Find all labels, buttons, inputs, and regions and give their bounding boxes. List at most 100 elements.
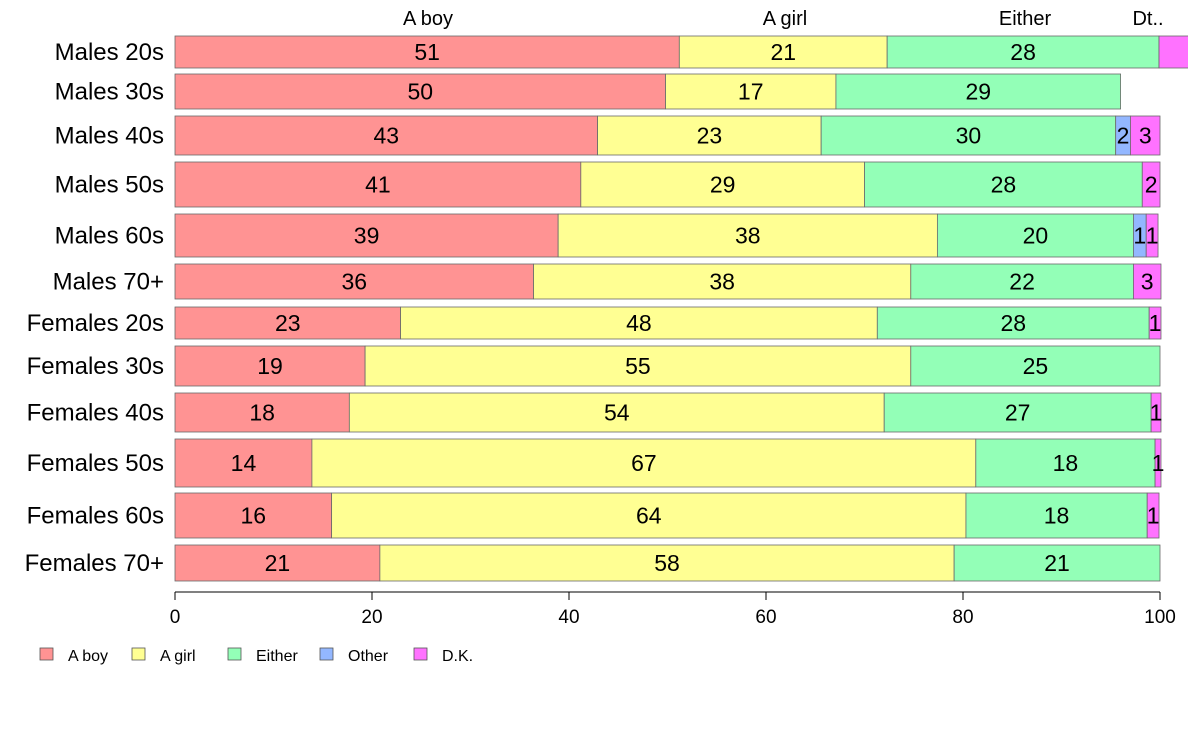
- bar-label-4-1: 38: [735, 223, 761, 249]
- bar-row-9: 14 67 18 1: [174, 438, 1165, 488]
- legend-swatch-1: [131, 647, 146, 661]
- bar-label-2-4: 3: [1139, 123, 1152, 149]
- legend-item-1: A girl: [131, 647, 196, 665]
- bar-row-10: 16 64 18 1: [174, 492, 1160, 539]
- row-label-10: Females 60s: [27, 503, 164, 530]
- bar-label-6-1: 48: [626, 310, 652, 336]
- bar-segment-either-5: [910, 263, 1134, 300]
- bar-label-2-2: 30: [956, 123, 982, 149]
- bar-segment-a-boy-7: [174, 345, 366, 387]
- x-axis: 0 20 40 60 80 100: [170, 591, 1176, 628]
- bar-segment-a-boy-8: [174, 392, 350, 433]
- bar-segment-d-k--3: [1141, 161, 1161, 208]
- bar-label-9-1: 67: [631, 450, 657, 476]
- bar-label-7-0: 19: [257, 353, 283, 379]
- top-label-2: Either: [999, 8, 1052, 30]
- bar-label-0-0: 51: [414, 39, 440, 65]
- bar-row-11: 21 58 21: [174, 544, 1161, 582]
- bar-segment-d-k--6: [1148, 306, 1162, 340]
- bar-segment-a-boy-2: [174, 115, 598, 156]
- bar-segment-a-boy-9: [174, 438, 313, 488]
- bar-label-4-4: 1: [1146, 223, 1159, 249]
- bar-segment-d-k--10: [1146, 492, 1160, 539]
- bar-label-9-2: 18: [1053, 450, 1079, 476]
- bar-segment-a-boy-1: [174, 73, 666, 110]
- bar-label-3-1: 29: [710, 172, 736, 198]
- legend-swatch-4: [413, 647, 428, 661]
- legend-item-3: Other: [319, 647, 389, 665]
- bar-label-2-1: 23: [697, 123, 723, 149]
- bar-segment-a-girl-10: [331, 492, 967, 539]
- bar-label-7-2: 25: [1023, 353, 1049, 379]
- x-tick-label-1: 20: [361, 607, 382, 628]
- legend-label-4: D.K.: [442, 648, 473, 665]
- row-label-6: Females 20s: [27, 310, 164, 337]
- bar-label-10-2: 18: [1044, 503, 1070, 529]
- bar-label-0-1: 21: [770, 39, 796, 65]
- bar-segment-d-k--0: [1158, 35, 1188, 69]
- bar-row-5: 36 38 22 3: [174, 263, 1162, 300]
- bar-segment-a-girl-9: [311, 438, 977, 488]
- bar-segment-either-0: [886, 35, 1160, 69]
- bar-label-11-1: 58: [654, 550, 680, 576]
- bar-segment-either-11: [953, 544, 1161, 582]
- bar-label-9-4: 1: [1152, 450, 1165, 476]
- bar-segment-d-k--5: [1133, 263, 1162, 300]
- bar-label-3-0: 41: [365, 172, 391, 198]
- bar-segment-a-girl-5: [533, 263, 912, 300]
- bar-segment-a-boy-10: [174, 492, 333, 539]
- x-tick-label-2: 40: [558, 607, 579, 628]
- bar-row-2: 43 23 30 2 3: [174, 115, 1161, 156]
- bar-row-1: 50 17 29: [174, 73, 1122, 110]
- legend-label-3: Other: [348, 648, 389, 665]
- bar-row-7: 19 55 25: [174, 345, 1161, 387]
- bar-row-3: 41 29 28 2: [174, 161, 1161, 208]
- bar-label-8-1: 54: [604, 400, 630, 426]
- bar-label-5-0: 36: [341, 269, 367, 295]
- legend-swatch-3: [319, 647, 334, 661]
- bar-segment-either-10: [965, 492, 1148, 539]
- bar-segment-a-girl-1: [665, 73, 837, 110]
- bar-label-8-2: 27: [1005, 400, 1031, 426]
- legend-swatch-2: [227, 647, 242, 661]
- bar-label-2-0: 43: [373, 123, 399, 149]
- row-label-8: Females 40s: [27, 400, 164, 427]
- bar-segment-either-9: [975, 438, 1156, 488]
- bar-row-8: 18 54 27 1: [174, 392, 1163, 433]
- bar-segment-a-girl-2: [597, 115, 822, 156]
- legend-item-0: A boy: [39, 647, 108, 665]
- bar-label-6-2: 28: [1000, 310, 1026, 336]
- row-label-9: Females 50s: [27, 450, 164, 477]
- bar-segment-d-k--9: [1154, 438, 1162, 488]
- bar-label-2-3: 2: [1117, 123, 1130, 149]
- bar-label-11-2: 21: [1044, 550, 1070, 576]
- bar-segment-a-boy-6: [174, 306, 401, 340]
- bar-label-6-0: 23: [275, 310, 301, 336]
- bar-segment-either-8: [883, 392, 1152, 433]
- x-tick-label-0: 0: [170, 607, 181, 628]
- bar-segment-d-k--2: [1130, 115, 1161, 156]
- bar-row-6: 23 48 28 1: [174, 306, 1162, 340]
- row-label-1: Males 30s: [55, 79, 164, 106]
- bar-label-8-4: 1: [1150, 400, 1163, 426]
- bar-segment-a-girl-11: [379, 544, 955, 582]
- row-label-2: Males 40s: [55, 123, 164, 150]
- row-label-5: Males 70+: [53, 269, 164, 296]
- bar-label-10-4: 1: [1147, 503, 1160, 529]
- x-tick-label-5: 100: [1144, 607, 1176, 628]
- x-tick-label-3: 60: [755, 607, 776, 628]
- bar-label-4-3: 1: [1133, 223, 1146, 249]
- bar-label-9-0: 14: [231, 450, 257, 476]
- bar-label-4-0: 39: [354, 223, 380, 249]
- bar-segment-d-k--4: [1145, 213, 1159, 258]
- bar-label-11-0: 21: [265, 550, 291, 576]
- bar-label-5-1: 38: [709, 269, 735, 295]
- bar-label-1-2: 29: [965, 79, 991, 105]
- bar-segment-a-boy-11: [174, 544, 381, 582]
- bar-label-5-4: 3: [1141, 269, 1154, 295]
- bar-segment-a-girl-3: [580, 161, 865, 208]
- bar-segment-a-boy-0: [174, 35, 680, 69]
